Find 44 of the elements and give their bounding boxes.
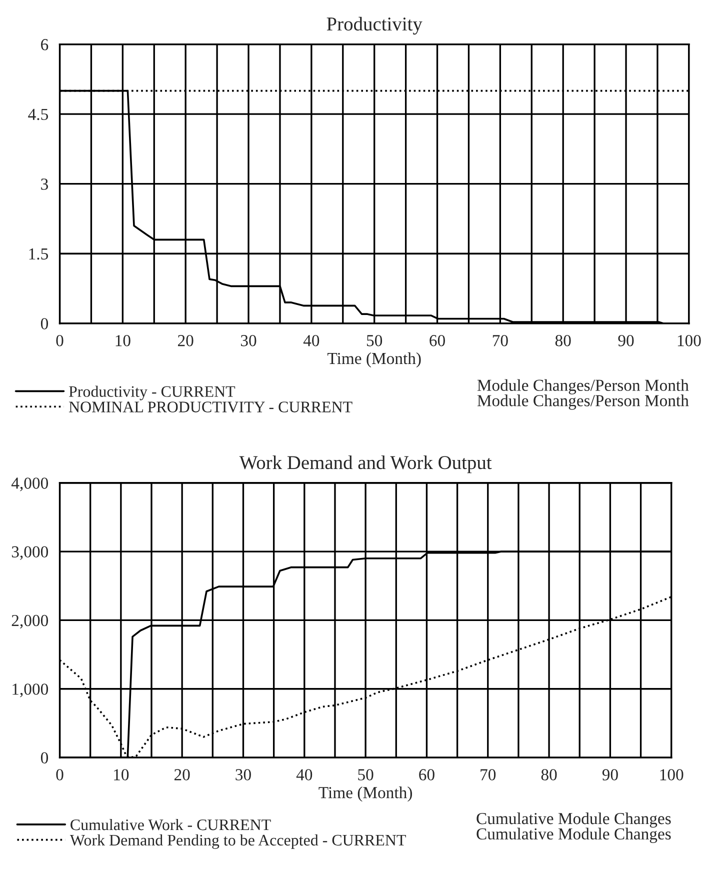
y-tick-label: 3: [41, 178, 48, 190]
text: Cumulative Module Changes: [476, 828, 671, 843]
x-tick-label: 30: [236, 769, 251, 780]
y-tick-label: 2,000: [12, 614, 48, 629]
y-tick-label: 1.5: [29, 248, 48, 260]
text: Module Changes/Person Month: [477, 394, 689, 410]
x-tick-label: 20: [178, 334, 194, 346]
x-tick-label: 10: [114, 769, 129, 780]
x-tick-label: 70: [492, 334, 508, 346]
x-tick-label: 20: [174, 769, 190, 780]
y-tick-label: 0: [40, 752, 48, 764]
legend-label: Cumulative Work - CURRENT: [70, 818, 271, 830]
x-tick-label: 90: [602, 769, 618, 780]
y-tick-label: 6: [41, 39, 48, 50]
x-tick-label: 90: [618, 334, 634, 346]
x-tick-label: 60: [419, 769, 434, 780]
y-tick-label: 4,000: [11, 478, 48, 492]
text: Cumulative Module Changes: [476, 812, 671, 828]
y-tick-label: 1,000: [12, 684, 48, 698]
x-tick-label: 0: [56, 769, 64, 780]
chart-title: Productivity: [326, 16, 422, 35]
y-tick-label: 0: [40, 318, 48, 330]
x-tick-label: 50: [358, 769, 374, 780]
x-tick-label: 80: [555, 334, 571, 346]
x-tick-label: 40: [303, 334, 320, 346]
x-tick-label: 50: [366, 334, 382, 346]
text: Module Changes/Person Month: [477, 379, 689, 394]
x-tick-label: 80: [541, 769, 557, 780]
chart-title: Work Demand and Work Output: [239, 455, 492, 474]
y-tick-label: 4.5: [28, 108, 48, 120]
x-tick-label: 0: [56, 334, 64, 346]
legend-label: Work Demand Pending to be Accepted - CURRENT: [70, 834, 406, 849]
x-tick-label: 10: [116, 334, 130, 346]
y-tick-label: 3,000: [12, 546, 48, 560]
x-tick-label: 70: [480, 769, 496, 780]
x-tick-label: 40: [296, 769, 312, 780]
x-tick-label: 100: [660, 769, 684, 780]
legend-label: NOMINAL PRODUCTIVITY - CURRENT: [68, 402, 352, 412]
x-tick-label: 30: [240, 334, 256, 346]
x-axis-title: Time (Month): [327, 352, 421, 368]
x-tick-label: 60: [430, 334, 445, 346]
x-axis-title: Time (Month): [318, 786, 412, 802]
legend-label: Productivity - CURRENT: [68, 386, 236, 400]
x-tick-label: 100: [678, 334, 701, 346]
